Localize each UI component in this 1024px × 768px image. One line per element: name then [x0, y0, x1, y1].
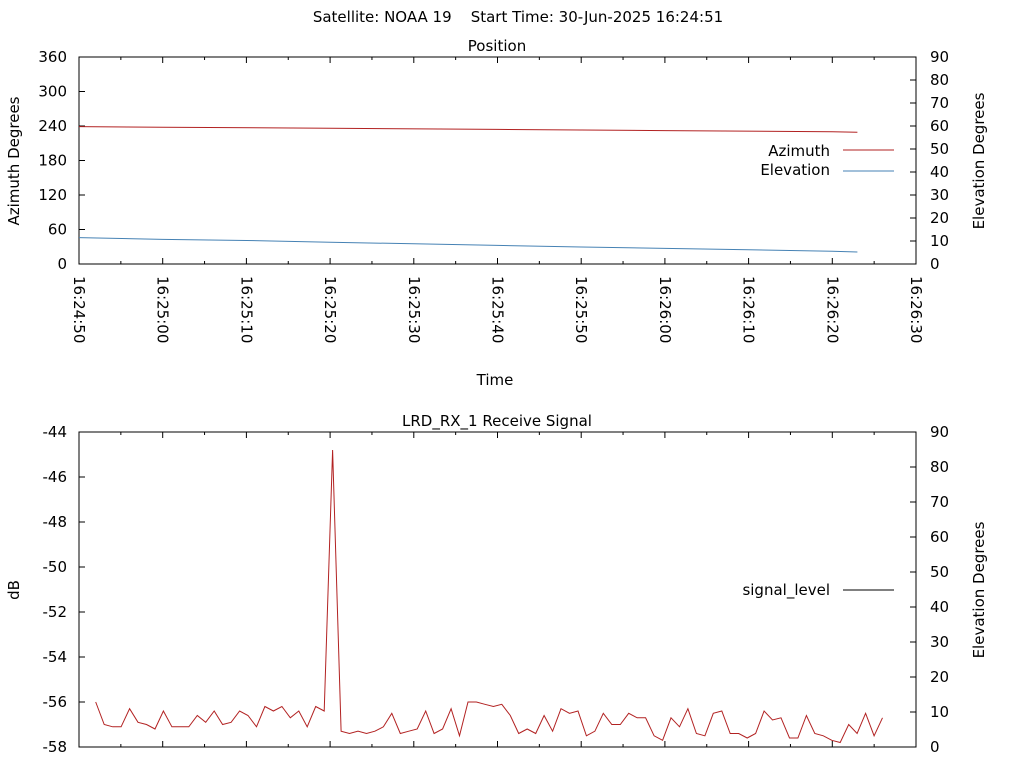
signal-right-tick-label: 80 [930, 458, 949, 476]
position-left-tick-label: 180 [38, 152, 67, 170]
signal-left-tick-label: -54 [43, 648, 68, 666]
position-left-tick-label: 0 [57, 255, 67, 273]
series-signal-level-line [95, 449, 883, 744]
position-left-tick-labels: 0 60 120 180 240 300 360 [38, 48, 67, 273]
position-right-tick-label: 10 [930, 232, 949, 250]
signal-left-tick-label: -48 [43, 513, 68, 531]
signal-legend: signal_level [742, 581, 894, 600]
position-left-tick-label: 300 [38, 83, 67, 101]
signal-right-tick-label: 90 [930, 423, 949, 441]
position-title: Position [468, 37, 526, 55]
position-time-tick-label: 16:25:40 [489, 276, 507, 343]
signal-left-tick-label: -44 [43, 423, 68, 441]
position-left-tick-label: 120 [38, 186, 67, 204]
signal-left-tick-labels: -58 -56 -54 -52 -50 -48 -46 -44 [43, 423, 68, 756]
signal-left-tick-label: -46 [43, 468, 68, 486]
signal-right-tick-label: 70 [930, 493, 949, 511]
position-right-tick-label: 30 [930, 186, 949, 204]
signal-right-tick-label: 30 [930, 633, 949, 651]
position-ticks [78, 56, 917, 265]
position-y2-axis-label: Elevation Degrees [970, 92, 988, 229]
signal-left-tick-label: -56 [43, 693, 68, 711]
header-title: Satellite: NOAA 19 Start Time: 30-Jun-20… [313, 8, 723, 26]
series-elevation-line [78, 237, 858, 253]
signal-left-tick-label: -58 [43, 738, 68, 756]
signal-right-tick-label: 0 [930, 738, 940, 756]
position-left-tick-label: 240 [38, 117, 67, 135]
position-x-axis-label: Time [476, 371, 514, 389]
position-left-tick-label: 360 [38, 48, 67, 66]
position-series [78, 126, 858, 253]
position-right-tick-label: 70 [930, 94, 949, 112]
position-y-axis-label: Azimuth Degrees [5, 96, 23, 225]
position-time-tick-label: 16:26:20 [823, 276, 841, 343]
position-time-tick-label: 16:25:30 [405, 276, 423, 343]
position-right-tick-label: 90 [930, 48, 949, 66]
signal-left-tick-label: -52 [43, 603, 68, 621]
signal-right-tick-label: 60 [930, 528, 949, 546]
legend-elevation-label: Elevation [760, 161, 830, 179]
position-right-tick-label: 60 [930, 117, 949, 135]
position-right-tick-labels: 0 10 20 30 40 50 60 70 80 90 [930, 48, 949, 273]
position-time-tick-label: 16:26:30 [907, 276, 925, 343]
position-right-tick-label: 20 [930, 209, 949, 227]
signal-title: LRD_RX_1 Receive Signal [402, 412, 592, 431]
position-time-tick-label: 16:26:10 [740, 276, 758, 343]
legend-azimuth-label: Azimuth [768, 142, 830, 160]
signal-right-tick-label: 20 [930, 668, 949, 686]
position-left-tick-label: 60 [48, 221, 67, 239]
position-right-tick-label: 0 [930, 255, 940, 273]
position-chart: Position 0 60 120 180 240 300 360 0 10 20 30 40 50 6… [5, 37, 988, 389]
signal-right-tick-label: 10 [930, 703, 949, 721]
legend-signal-label: signal_level [742, 581, 830, 600]
position-right-tick-label: 80 [930, 71, 949, 89]
position-time-tick-label: 16:25:10 [237, 276, 255, 343]
signal-left-tick-label: -50 [43, 558, 68, 576]
series-azimuth-line [78, 126, 858, 133]
signal-y2-axis-label: Elevation Degrees [970, 521, 988, 658]
signal-right-tick-labels: 0 10 20 30 40 50 60 70 80 90 [930, 423, 949, 756]
signal-y-axis-label: dB [5, 580, 23, 600]
position-right-tick-label: 50 [930, 140, 949, 158]
position-right-tick-label: 40 [930, 163, 949, 181]
position-time-tick-labels: 16:24:50 16:25:00 16:25:10 16:25:20 16:25:30… [70, 276, 925, 343]
position-time-tick-label: 16:25:00 [154, 276, 172, 343]
position-time-tick-label: 16:24:50 [70, 276, 88, 343]
signal-chart: LRD_RX_1 Receive Signal -58-56-54-52-50-… [5, 412, 988, 756]
position-time-tick-label: 16:25:50 [572, 276, 590, 343]
signal-series [95, 449, 883, 744]
signal-ticks [78, 431, 917, 748]
position-time-tick-label: 16:26:00 [656, 276, 674, 343]
position-time-tick-label: 16:25:20 [321, 276, 339, 343]
signal-right-tick-label: 50 [930, 563, 949, 581]
signal-right-tick-label: 40 [930, 598, 949, 616]
position-legend: Azimuth Elevation [760, 142, 894, 179]
